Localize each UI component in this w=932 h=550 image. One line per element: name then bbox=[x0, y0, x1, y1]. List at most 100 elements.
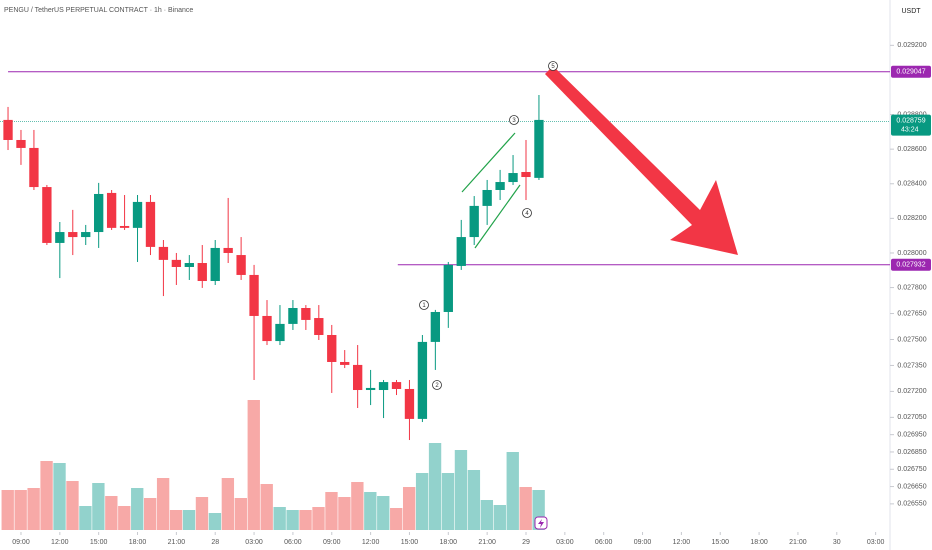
y-tick-label: 0.026950 bbox=[897, 432, 926, 439]
x-tick-label: 12:00 bbox=[362, 539, 380, 546]
volume-bar bbox=[467, 470, 481, 530]
volume-bar bbox=[480, 500, 494, 530]
volume-bar bbox=[351, 482, 364, 530]
candle-body bbox=[430, 311, 441, 342]
candle-body bbox=[197, 263, 207, 282]
y-tick-label: 0.026850 bbox=[897, 449, 926, 456]
y-tick-label: 0.027050 bbox=[897, 414, 926, 421]
x-tick-label: 06:00 bbox=[595, 539, 613, 546]
chart-title: PENGU / TetherUS PERPETUAL CONTRACT · 1h… bbox=[4, 7, 193, 14]
x-tick-label: 15:00 bbox=[401, 539, 419, 546]
x-tick-label: 21:00 bbox=[789, 539, 807, 546]
volume-bar bbox=[182, 510, 196, 530]
candle-body bbox=[210, 247, 220, 282]
x-tick-label: 21:00 bbox=[478, 539, 496, 546]
y-tick-label: 0.026650 bbox=[897, 483, 926, 490]
annotation-label: 1 bbox=[422, 303, 426, 309]
candle-body bbox=[443, 264, 453, 312]
annotation-circle bbox=[419, 300, 429, 310]
candle-body bbox=[81, 232, 91, 238]
volume-bar bbox=[92, 483, 105, 530]
price-label-bg bbox=[891, 65, 931, 78]
annotation-circle bbox=[432, 380, 442, 390]
candle-body bbox=[55, 232, 65, 243]
candle-body bbox=[288, 307, 298, 324]
annotation-label: 5 bbox=[551, 64, 555, 70]
volume-bar bbox=[53, 463, 66, 530]
candle-body bbox=[521, 171, 531, 178]
candle-body bbox=[340, 361, 350, 365]
candle-body bbox=[352, 364, 363, 391]
lines-layer bbox=[0, 71, 890, 266]
candle-body bbox=[223, 247, 233, 253]
candle-body bbox=[534, 119, 544, 178]
volume-bar bbox=[493, 505, 506, 530]
x-tick-label: 28 bbox=[211, 539, 219, 546]
x-tick-label: 18:00 bbox=[750, 539, 768, 546]
candle-body bbox=[106, 192, 117, 228]
candle-body bbox=[404, 388, 415, 419]
wedge-line bbox=[474, 184, 521, 249]
arrow bbox=[545, 66, 738, 255]
volume-layer bbox=[1, 400, 545, 530]
x-tick-label: 03:00 bbox=[556, 539, 574, 546]
x-tick-label: 18:00 bbox=[129, 539, 147, 546]
candle-body bbox=[158, 246, 169, 260]
price-label: 0.029047 bbox=[896, 69, 925, 76]
x-tick-label: 09:00 bbox=[323, 539, 341, 546]
volume-bar bbox=[441, 473, 455, 530]
candle-body bbox=[249, 274, 259, 316]
volume-bar bbox=[169, 510, 183, 530]
volume-bar bbox=[208, 513, 222, 530]
volume-bar bbox=[428, 443, 442, 530]
volume-bar bbox=[79, 506, 92, 530]
axis-layer: 0.0292000.0288000.0286000.0284000.028200… bbox=[12, 42, 931, 546]
volume-bar bbox=[66, 481, 79, 530]
current-price-bg bbox=[891, 114, 931, 136]
candle-body bbox=[495, 182, 505, 190]
y-tick-label: 0.027350 bbox=[897, 362, 926, 369]
y-tick-label: 0.027500 bbox=[897, 336, 926, 343]
volume-bar bbox=[338, 497, 351, 530]
candles-layer bbox=[3, 94, 544, 441]
volume-bar bbox=[1, 490, 14, 530]
volume-bar bbox=[118, 506, 131, 530]
volume-bar bbox=[131, 488, 144, 530]
volume-bar bbox=[415, 473, 429, 530]
x-tick-label: 03:00 bbox=[867, 539, 885, 546]
volume-bar bbox=[156, 478, 170, 530]
x-tick-label: 29 bbox=[522, 539, 530, 546]
volume-bar bbox=[27, 488, 40, 530]
annotation-label: 2 bbox=[435, 383, 439, 389]
candle-body bbox=[275, 323, 285, 342]
lightning-icon bbox=[534, 516, 548, 530]
candle-body bbox=[42, 187, 52, 243]
y-tick-label: 0.028200 bbox=[897, 215, 926, 222]
wedge-line bbox=[461, 132, 516, 193]
candle-body bbox=[119, 225, 130, 228]
volume-bar bbox=[377, 496, 390, 530]
x-tick-label: 15:00 bbox=[90, 539, 108, 546]
volume-bar bbox=[195, 497, 209, 530]
volume-bar bbox=[143, 498, 157, 530]
volume-bar bbox=[299, 510, 312, 530]
volume-bar bbox=[40, 461, 53, 530]
volume-bar bbox=[506, 452, 519, 530]
volume-bar bbox=[364, 492, 377, 530]
candle-body bbox=[378, 382, 389, 391]
volume-bar bbox=[221, 478, 235, 530]
candle-body bbox=[262, 315, 272, 342]
annotation-circle bbox=[548, 61, 558, 71]
volume-bar bbox=[312, 507, 325, 530]
volume-bar bbox=[260, 484, 273, 530]
y-tick-label: 0.026550 bbox=[897, 501, 926, 508]
candle-body bbox=[508, 173, 518, 183]
volume-bar bbox=[234, 498, 247, 530]
y-tick-label: 0.028000 bbox=[897, 250, 926, 257]
candle-body bbox=[236, 255, 246, 275]
y-tick-label: 0.028600 bbox=[897, 146, 926, 153]
annotations-layer: 1 2 3 4 5 bbox=[419, 61, 558, 390]
annotation-label: 3 bbox=[512, 118, 516, 124]
y-tick-label: 0.027200 bbox=[897, 388, 926, 395]
